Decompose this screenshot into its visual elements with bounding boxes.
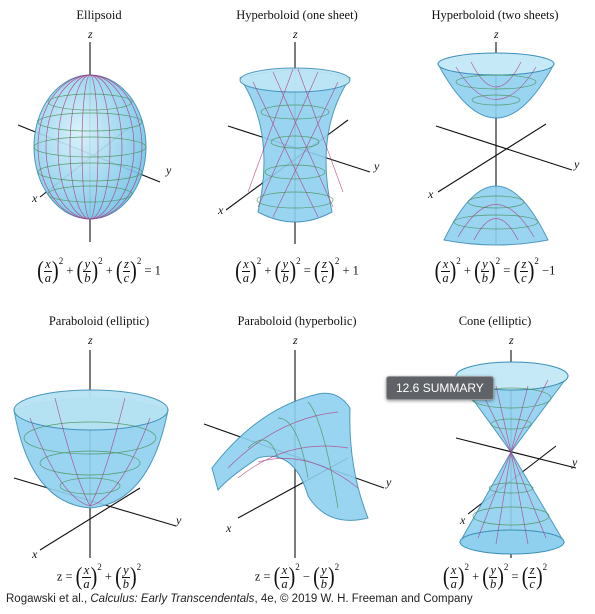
panel-title: Hyperboloid (two sheets) bbox=[431, 8, 559, 22]
panel-title: Paraboloid (hyperbolic) bbox=[237, 314, 357, 328]
paraboloid-hyperbolic-figure: z y x bbox=[203, 333, 392, 558]
z-axis-label: z bbox=[292, 333, 298, 347]
equation-paraboloid-hyperbolic: z = (x a)2 − (y b)2 bbox=[254, 562, 340, 592]
paraboloid-elliptic-figure: z y x bbox=[13, 333, 182, 558]
x-axis-label: x bbox=[31, 547, 38, 558]
panel-title: Hyperboloid (one sheet) bbox=[236, 8, 358, 22]
y-axis-label: y bbox=[573, 157, 580, 171]
panel-ellipsoid: Ellipsoid z y x (x a)2 + (y b)2 + (z c)2 = bbox=[0, 0, 198, 300]
lower-nappe bbox=[459, 451, 565, 543]
z-axis-label: z bbox=[292, 27, 298, 41]
hyperboloid-two-sheets-figure: z y x bbox=[427, 27, 580, 246]
lower-sheet bbox=[443, 185, 549, 246]
panel-hyperboloid-two-sheets: Hyperboloid (two sheets) z y x (x a)2 + (… bbox=[396, 0, 594, 300]
summary-badge[interactable]: 12.6 SUMMARY bbox=[386, 376, 494, 400]
equation-hyperboloid-one-sheet: (x a)2 + (y b)2 = (z c)2 + 1 bbox=[235, 256, 359, 286]
equation-cone-elliptic: (x a)2 + (y b)2 = (z c)2 bbox=[442, 562, 548, 592]
z-axis-label: z bbox=[493, 27, 499, 41]
hyperboloid-one-sheet-figure: z y x bbox=[217, 27, 380, 244]
y-axis-label: y bbox=[175, 513, 182, 527]
x-axis-label: x bbox=[427, 187, 434, 201]
z-axis-label: z bbox=[87, 27, 93, 41]
x-axis-label: x bbox=[217, 203, 224, 217]
caption-prefix: Rogawski et al., bbox=[6, 593, 91, 605]
panel-cone-elliptic: Cone (elliptic) z y x (x a)2 + (y b)2 = (z… bbox=[396, 306, 594, 606]
x-axis-label: x bbox=[459, 513, 466, 527]
panel-paraboloid-hyperbolic: Paraboloid (hyperbolic) z y x z = (x a)2 … bbox=[198, 306, 396, 606]
hyperboloid-surface bbox=[239, 69, 351, 223]
y-axis-label: y bbox=[373, 159, 380, 173]
z-axis-label: z bbox=[87, 333, 93, 347]
saddle-surface bbox=[211, 392, 369, 521]
panel-title: Cone (elliptic) bbox=[458, 314, 532, 328]
equation-ellipsoid: (x a)2 + (y b)2 + (z c)2 = 1 bbox=[37, 256, 161, 286]
surface-grid bbox=[37, 74, 143, 220]
y-axis-label: y bbox=[385, 475, 392, 489]
figure-caption: Rogawski et al., Calculus: Early Transce… bbox=[6, 593, 473, 605]
y-axis-label: y bbox=[571, 455, 578, 469]
ellipsoid-figure: z y x bbox=[17, 27, 172, 242]
cone-elliptic-figure: z y x bbox=[455, 333, 578, 558]
caption-suffix: , 4e, © 2019 W. H. Freeman and Company bbox=[254, 593, 473, 605]
panel-paraboloid-elliptic: Paraboloid (elliptic) z y x z = (x a)2 + … bbox=[0, 306, 198, 606]
x-axis-label: x bbox=[225, 521, 232, 535]
ellipsoid-surface bbox=[33, 74, 147, 220]
equation-hyperboloid-two-sheets: (x a)2 + (y b)2 = (z c)2 −1 bbox=[434, 256, 556, 286]
panel-title: Paraboloid (elliptic) bbox=[48, 314, 150, 328]
panel-title: Ellipsoid bbox=[76, 8, 122, 22]
caption-book-title: Calculus: Early Transcendentals bbox=[90, 593, 255, 605]
panel-hyperboloid-one-sheet: Hyperboloid (one sheet) z y x (x a)2 + (y… bbox=[198, 0, 396, 300]
x-axis-label: x bbox=[31, 191, 38, 205]
z-axis-label: z bbox=[508, 333, 514, 347]
equation-paraboloid-elliptic: z = (x a)2 + (y b)2 bbox=[56, 562, 142, 592]
y-axis-label: y bbox=[165, 163, 172, 177]
